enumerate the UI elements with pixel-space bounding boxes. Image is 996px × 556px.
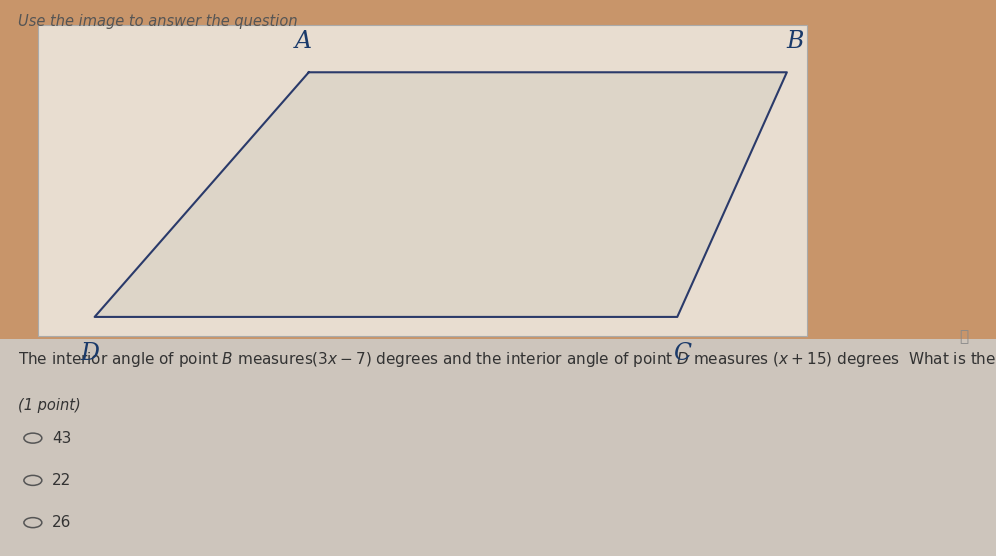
Bar — [0, 0, 996, 339]
Text: (1 point): (1 point) — [18, 398, 81, 413]
Text: 🖱: 🖱 — [959, 329, 969, 344]
Text: D: D — [80, 342, 100, 365]
Polygon shape — [95, 72, 787, 317]
Text: 43: 43 — [52, 431, 71, 445]
Text: 26: 26 — [52, 515, 71, 530]
Text: B: B — [786, 30, 804, 53]
Bar — [38, 25, 807, 336]
Text: 22: 22 — [52, 473, 71, 488]
Text: Use the image to answer the question: Use the image to answer the question — [18, 14, 298, 29]
Text: The interior angle of point $B$ measures$(3x - 7)$ degrees and the interior angl: The interior angle of point $B$ measures… — [18, 350, 996, 369]
Bar — [0, 339, 996, 556]
Text: C: C — [673, 342, 691, 365]
Text: A: A — [295, 30, 313, 53]
